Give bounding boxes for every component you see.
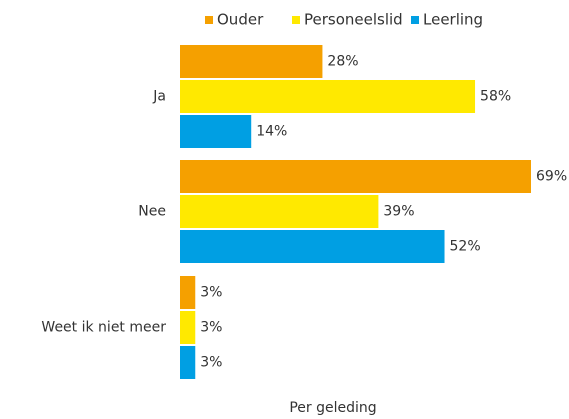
bar bbox=[180, 115, 252, 148]
y-tick-label: Ja bbox=[152, 89, 166, 105]
y-tick-label: Nee bbox=[138, 204, 166, 220]
bar bbox=[180, 195, 379, 228]
legend-swatch bbox=[292, 16, 300, 24]
value-label: 69% bbox=[536, 169, 567, 185]
legend-label: Ouder bbox=[217, 11, 264, 29]
bar bbox=[180, 45, 323, 78]
value-label: 52% bbox=[450, 239, 481, 255]
value-label: 39% bbox=[383, 204, 414, 220]
value-label: 28% bbox=[327, 54, 358, 70]
value-label: 3% bbox=[200, 285, 222, 301]
legend-swatch bbox=[411, 16, 419, 24]
legend-label: Personeelslid bbox=[304, 11, 403, 29]
legend-swatch bbox=[205, 16, 213, 24]
value-label: 14% bbox=[256, 124, 287, 140]
bar bbox=[180, 276, 196, 309]
value-label: 58% bbox=[480, 89, 511, 105]
y-tick-label: Weet ik niet meer bbox=[41, 320, 166, 336]
value-label: 3% bbox=[200, 320, 222, 336]
bar bbox=[180, 311, 196, 344]
x-axis-label: Per geleding bbox=[289, 400, 376, 416]
bar bbox=[180, 80, 476, 113]
bar bbox=[180, 160, 531, 193]
bar bbox=[180, 230, 445, 263]
legend-label: Leerling bbox=[423, 11, 483, 29]
bar bbox=[180, 346, 196, 379]
value-label: 3% bbox=[200, 355, 222, 371]
